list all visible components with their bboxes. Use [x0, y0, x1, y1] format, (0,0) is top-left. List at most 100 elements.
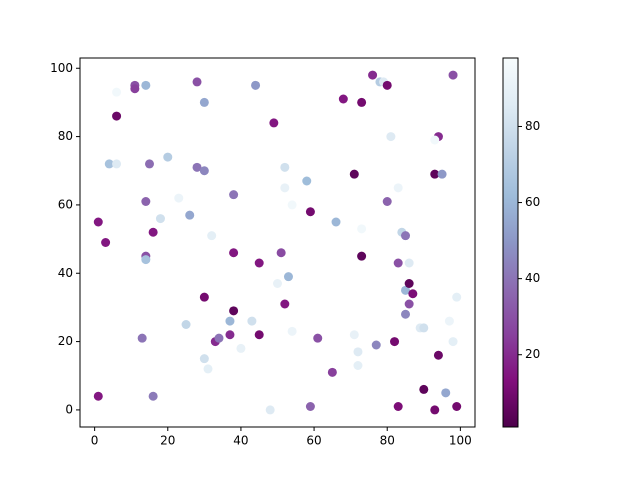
point [137, 333, 147, 343]
point [430, 169, 440, 179]
y-tick-label: 100 [50, 61, 73, 75]
point [254, 330, 264, 340]
colorbar-tick-label: 80 [525, 119, 540, 133]
point [357, 251, 367, 261]
point [353, 361, 363, 370]
point [302, 176, 312, 186]
point [401, 285, 411, 295]
colorbar [502, 57, 519, 428]
point [353, 347, 363, 357]
point [93, 217, 103, 227]
y-tick-label: 0 [65, 402, 73, 416]
point [192, 162, 202, 172]
point [382, 80, 392, 90]
point [104, 159, 114, 169]
point [236, 343, 246, 353]
point [214, 333, 224, 343]
point [199, 97, 209, 107]
point [349, 169, 359, 179]
point [401, 231, 411, 241]
point [280, 162, 290, 172]
point [287, 200, 297, 210]
colorbar-tick-label: 40 [525, 271, 540, 285]
point [273, 279, 282, 288]
point [148, 391, 158, 401]
point [185, 210, 195, 220]
point [327, 367, 337, 377]
colorbar-tick-label: 60 [525, 195, 540, 209]
point [448, 337, 458, 347]
point [404, 299, 414, 309]
x-tick-label: 100 [449, 434, 472, 448]
point [163, 152, 173, 162]
point [112, 111, 122, 121]
point [386, 132, 396, 142]
point [276, 248, 286, 258]
point [141, 255, 151, 265]
point [101, 238, 111, 247]
point [155, 214, 165, 224]
x-tick-label: 80 [380, 434, 395, 448]
point [225, 316, 235, 326]
point [349, 330, 359, 340]
point [305, 207, 315, 217]
point [368, 70, 378, 80]
point [313, 333, 323, 343]
point [357, 224, 367, 234]
point [141, 197, 151, 206]
point [357, 97, 367, 107]
point [199, 166, 209, 176]
point [371, 340, 381, 350]
point [441, 388, 451, 398]
point [448, 70, 458, 80]
point [229, 306, 239, 316]
point [430, 135, 440, 145]
colorbar-tick-label: 20 [525, 347, 540, 361]
point [181, 320, 191, 329]
y-tick-label: 20 [58, 334, 73, 348]
point [251, 80, 261, 90]
point [390, 337, 400, 347]
point [207, 231, 217, 241]
y-tick-label: 60 [58, 197, 73, 211]
point [247, 316, 257, 326]
point [265, 405, 275, 415]
y-tick-label: 80 [58, 129, 73, 143]
point [419, 384, 429, 394]
point [192, 77, 202, 87]
point [419, 323, 429, 333]
point [280, 299, 290, 309]
point [437, 169, 447, 179]
point [382, 197, 392, 206]
y-tick-label: 40 [58, 266, 73, 280]
point [430, 405, 440, 415]
point [280, 183, 290, 193]
point [338, 94, 348, 104]
x-tick-label: 40 [233, 434, 248, 448]
point [401, 309, 411, 319]
point [254, 258, 264, 268]
point [283, 272, 293, 282]
point [112, 159, 122, 169]
point [433, 350, 443, 360]
point [144, 159, 154, 169]
point [199, 354, 209, 364]
point [229, 248, 239, 258]
point [141, 80, 151, 90]
point [452, 402, 462, 411]
point [287, 326, 297, 336]
x-tick-label: 60 [306, 434, 321, 448]
point [444, 316, 454, 326]
point [404, 258, 414, 268]
point [130, 84, 140, 94]
point [404, 279, 414, 288]
point [305, 402, 315, 411]
point [225, 330, 235, 340]
point [148, 227, 158, 237]
point [393, 402, 403, 411]
point [229, 190, 239, 200]
point [393, 258, 403, 268]
point [331, 217, 341, 227]
x-tick-label: 0 [91, 434, 99, 448]
